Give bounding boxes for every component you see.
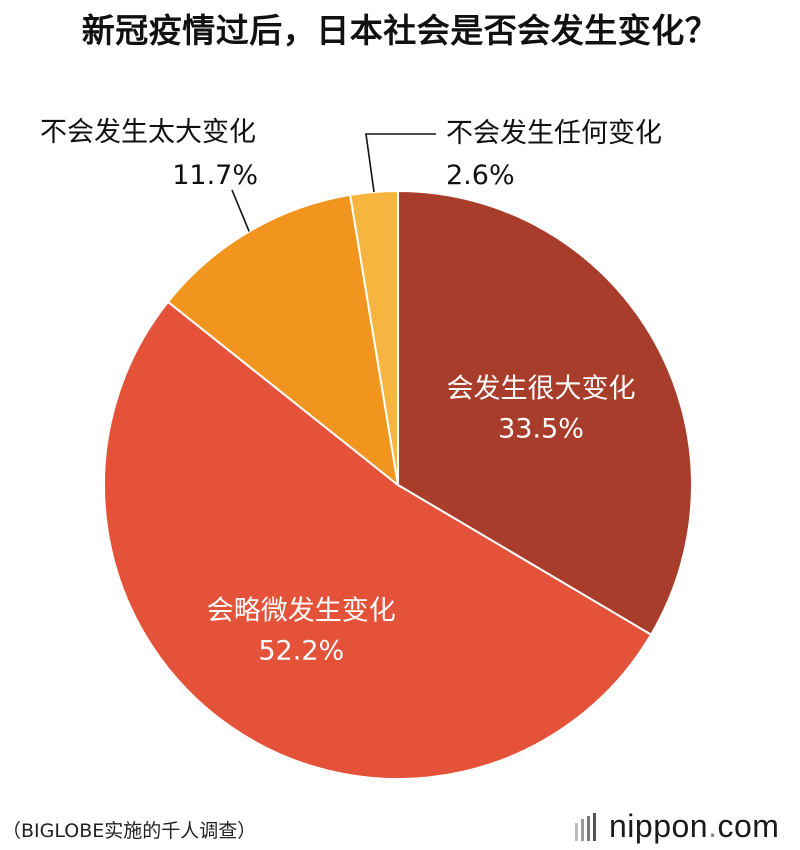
chart-title: 新冠疫情过后，日本社会是否会发生变化？ xyxy=(81,11,719,50)
logo-bars-icon xyxy=(575,812,596,841)
logo-dot: . xyxy=(708,808,718,844)
slice-1-wedge xyxy=(397,189,693,637)
slice-1-label: 会发生很大变化 xyxy=(447,373,636,404)
slice-3-label: 不会发生太大变化 xyxy=(40,117,256,148)
logo-brand: nippon xyxy=(609,808,709,844)
slice-3-leader-line xyxy=(231,189,250,232)
nippon-logo: nippon.com xyxy=(575,808,779,845)
logo-tld: com xyxy=(717,808,780,844)
slice-2-wedge xyxy=(103,300,653,780)
source-note: （BIGLOBE实施的千人调查） xyxy=(2,820,257,842)
slice-2-value-label: 52.2% xyxy=(258,635,344,666)
slice-4-leader-line xyxy=(365,133,436,193)
slice-2-label: 会略微发生变化 xyxy=(207,595,396,626)
slice-3-value-label: 11.7% xyxy=(172,160,258,191)
slice-4-label: 不会发生任何变化 xyxy=(446,118,662,149)
slice-4-value-label: 2.6% xyxy=(446,160,515,191)
slice-1-value-label: 33.5% xyxy=(498,413,584,444)
